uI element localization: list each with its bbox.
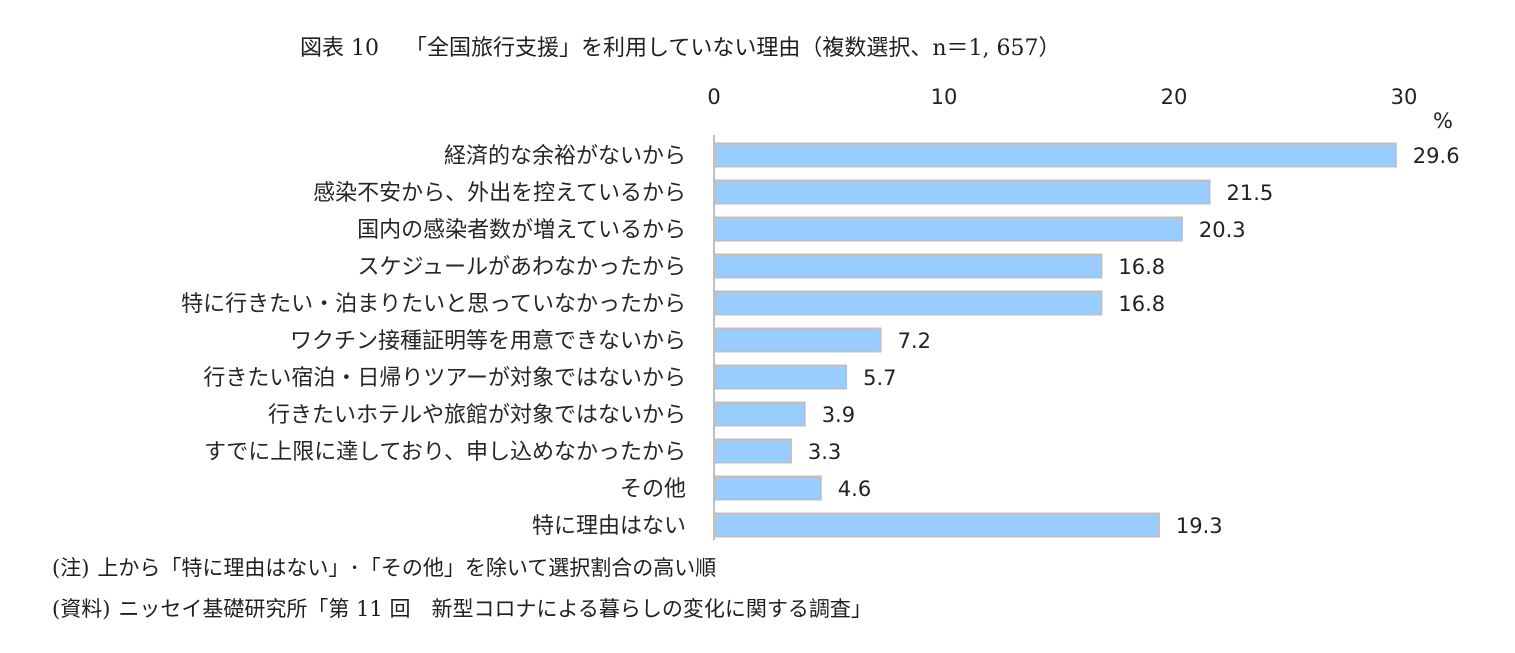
value-label: 5.7 [863, 366, 896, 390]
bar [714, 216, 1183, 242]
category-label: 経済的な余裕がないから [444, 144, 686, 169]
category-label: 行きたいホテルや旅館が対象ではないから [268, 403, 686, 428]
value-label: 19.3 [1176, 514, 1223, 538]
x-tick-label: 30 [1391, 85, 1418, 109]
source-label: (資料) [52, 597, 111, 621]
unit-label: % [1433, 109, 1453, 133]
category-label: その他 [620, 477, 686, 502]
bars [714, 142, 1397, 538]
figure-number: 図表 10 [300, 36, 379, 61]
bar [714, 179, 1211, 205]
category-labels: 経済的な余裕がないから感染不安から、外出を控えているから国内の感染者数が増えてい… [181, 144, 686, 539]
x-tick-label: 10 [931, 85, 958, 109]
bar [714, 327, 882, 353]
bar [714, 253, 1103, 279]
source-text: ニッセイ基礎研究所「第 11 回 新型コロナによる暮らしの変化に関する調査」 [118, 597, 872, 621]
bar [714, 512, 1160, 538]
value-label: 16.8 [1118, 292, 1165, 316]
value-label: 3.3 [808, 440, 841, 464]
bar [714, 364, 848, 390]
value-label: 16.8 [1118, 255, 1165, 279]
chart-note: (注) 上から「特に理由はない」･「その他」を除いて選択割合の高い順 [52, 552, 716, 582]
chart-source: (資料) ニッセイ基礎研究所「第 11 回 新型コロナによる暮らしの変化に関する調… [52, 593, 872, 623]
note-label: (注) [52, 556, 90, 580]
bar [714, 475, 822, 501]
chart-title: 図表 10 「全国旅行支援」を利用していない理由（複数選択、n＝1, 657） [300, 30, 1061, 62]
x-tick-label: 0 [707, 85, 720, 109]
bar [714, 438, 792, 464]
category-label: 感染不安から、外出を控えているから [313, 181, 686, 206]
bar [714, 142, 1397, 168]
bar [714, 401, 806, 427]
value-label: 4.6 [838, 477, 871, 501]
chart-title-text: 「全国旅行支援」を利用していない理由（複数選択、n＝1, 657） [405, 36, 1061, 61]
value-label: 21.5 [1227, 181, 1274, 205]
category-label: 特に行きたい・泊まりたいと思っていなかったから [181, 292, 686, 317]
value-label: 7.2 [898, 329, 931, 353]
category-label: 特に理由はない [532, 514, 686, 539]
bar [714, 290, 1103, 316]
x-tick-labels: 0 10 20 30 [707, 85, 1417, 109]
category-label: スケジュールがあわなかったから [358, 255, 686, 280]
value-label: 29.6 [1413, 144, 1460, 168]
category-label: すでに上限に達しており、申し込めなかったから [204, 440, 686, 465]
category-label: ワクチン接種証明等を用意できないから [290, 329, 686, 354]
category-label: 国内の感染者数が増えているから [357, 218, 686, 243]
category-label: 行きたい宿泊・日帰りツアーが対象ではないから [203, 366, 686, 391]
x-tick-label: 20 [1161, 85, 1188, 109]
value-label: 20.3 [1199, 218, 1246, 242]
value-label: 3.9 [822, 403, 855, 427]
value-labels: 29.6 21.5 20.3 16.8 16.8 7.25.7 3.9 3.3 4.6 19.3 [808, 144, 1460, 538]
note-text: 上から「特に理由はない」･「その他」を除いて選択割合の高い順 [97, 556, 717, 580]
